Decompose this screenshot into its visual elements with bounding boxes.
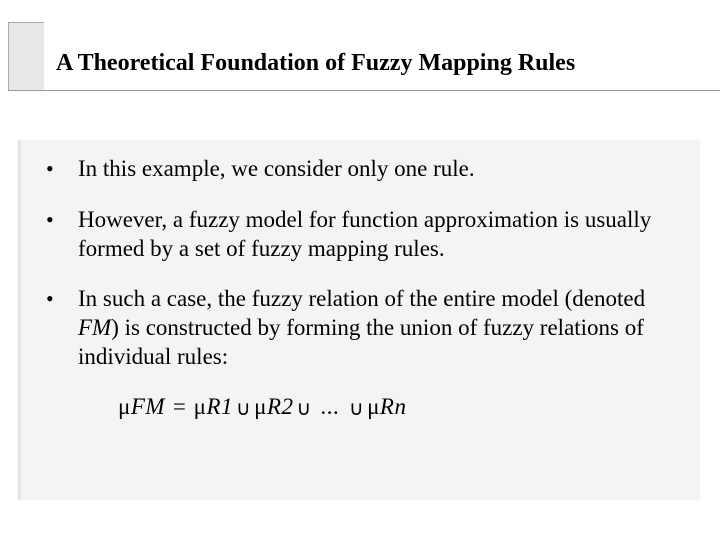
bullet-item: • In this example, we consider only one … — [46, 155, 680, 184]
slide-title: A Theoretical Foundation of Fuzzy Mappin… — [56, 50, 575, 77]
mu-symbol: μ — [194, 394, 207, 419]
bullet-marker: • — [46, 285, 78, 371]
union-symbol: ∪ — [233, 398, 254, 420]
bullet-text: In this example, we consider only one ru… — [78, 155, 680, 184]
formula-eq: = — [165, 394, 194, 419]
bullet-text-suffix: ) is constructed by forming the union of… — [78, 315, 644, 369]
formula-dots: ... — [315, 394, 346, 419]
union-symbol: ∪ — [346, 398, 367, 420]
mu-symbol: μ — [367, 394, 380, 419]
bullet-text: However, a fuzzy model for function appr… — [78, 206, 680, 264]
bullet-marker: • — [46, 206, 78, 264]
formula-rn: Rn — [380, 394, 407, 419]
bullet-list: • In this example, we consider only one … — [46, 155, 680, 421]
bullet-marker: • — [46, 155, 78, 184]
union-symbol: ∪ — [294, 398, 315, 420]
formula-r2: R2 — [267, 394, 294, 419]
bullet-text-prefix: In such a case, the fuzzy relation of th… — [78, 286, 645, 311]
bullet-text: In such a case, the fuzzy relation of th… — [78, 285, 680, 371]
formula-r1: R1 — [206, 394, 233, 419]
slide: A Theoretical Foundation of Fuzzy Mappin… — [0, 0, 720, 540]
content-shadow — [18, 140, 22, 500]
title-accent-bar — [8, 22, 44, 90]
mu-symbol: μ — [254, 394, 267, 419]
bullet-text-italic: FM — [78, 315, 111, 340]
bullet-item: • However, a fuzzy model for function ap… — [46, 206, 680, 264]
title-underline — [8, 90, 720, 91]
formula-fm: FM — [131, 394, 165, 419]
bullet-item: • In such a case, the fuzzy relation of … — [46, 285, 680, 371]
mu-symbol: μ — [118, 394, 131, 419]
formula: μFM = μR1∪μR2∪ ... ∪μRn — [118, 394, 680, 421]
